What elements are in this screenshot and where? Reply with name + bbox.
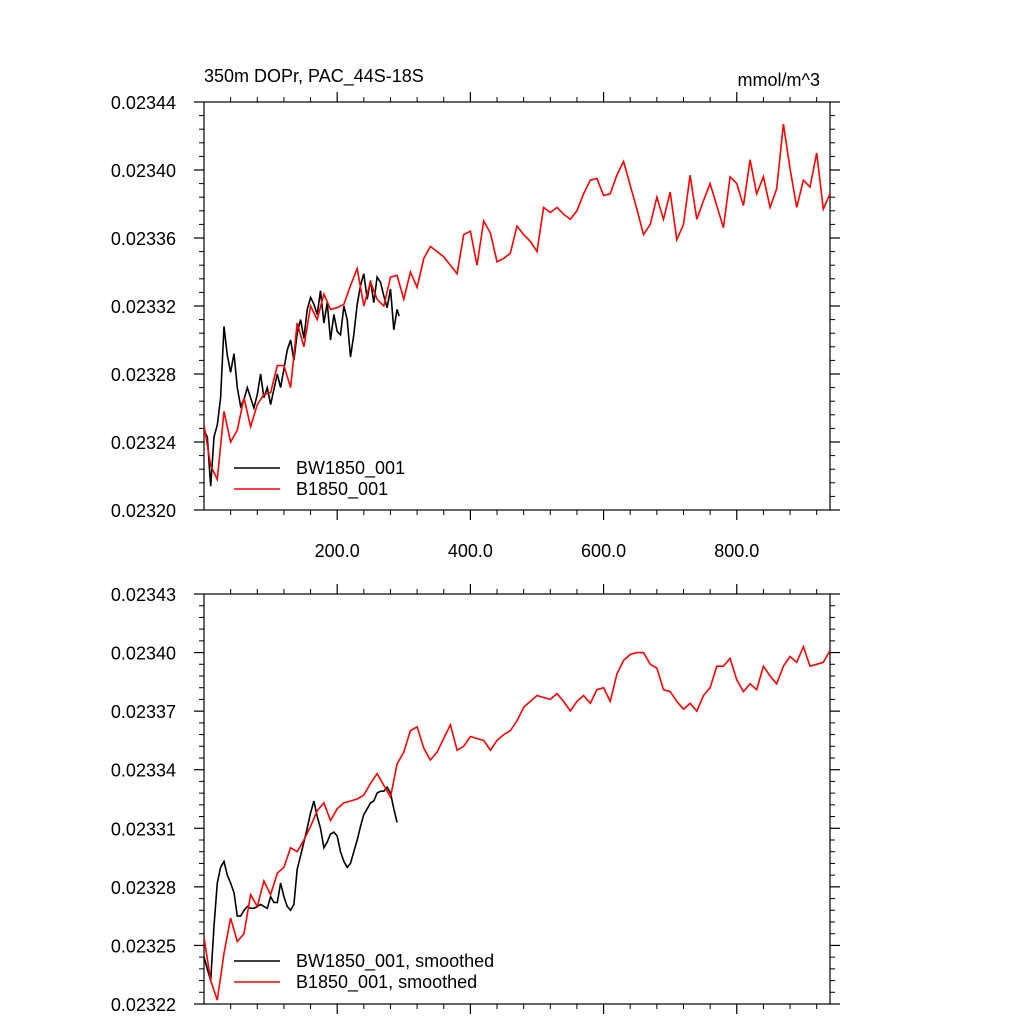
y-tick-label: 0.02340 bbox=[111, 161, 176, 181]
y-tick-label: 0.02340 bbox=[111, 644, 176, 664]
y-tick-label: 0.02334 bbox=[111, 761, 176, 781]
y-tick-label: 0.02320 bbox=[111, 501, 176, 521]
x-tick-label: 200.0 bbox=[315, 541, 360, 561]
y-tick-label: 0.02331 bbox=[111, 819, 176, 839]
y-tick-label: 0.02337 bbox=[111, 702, 176, 722]
plot-frame bbox=[203, 101, 831, 511]
series-line-b1850 bbox=[204, 123, 830, 483]
y-tick-label: 0.02343 bbox=[111, 585, 176, 605]
y-tick-label: 0.02336 bbox=[111, 229, 176, 249]
x-tick-label: 800.0 bbox=[714, 541, 759, 561]
y-tick-label: 0.02344 bbox=[111, 93, 176, 113]
y-tick-label: 0.02332 bbox=[111, 297, 176, 317]
legend-label: BW1850_001 bbox=[296, 458, 405, 479]
legend-label: BW1850_001, smoothed bbox=[296, 951, 494, 972]
chart-title: 350m DOPr, PAC_44S-18S bbox=[204, 66, 424, 87]
legend-label: B1850_001 bbox=[296, 479, 388, 500]
top-chart: 0.02320 0.02324 0.02328 0.02332 0.02336 0.023… bbox=[111, 66, 840, 561]
y-tick-label: 0.02324 bbox=[111, 433, 176, 453]
series-line-bw1850 bbox=[204, 273, 400, 487]
y-tick-label: 0.02328 bbox=[111, 365, 176, 385]
series-line-bw1850 bbox=[204, 785, 398, 981]
y-tick-label: 0.02328 bbox=[111, 878, 176, 898]
x-tick-label: 600.0 bbox=[581, 541, 626, 561]
bottom-chart: 0.02322 0.02325 0.02328 0.02331 0.02334 0.023… bbox=[111, 584, 840, 1015]
y-tick-label: 0.02325 bbox=[111, 936, 176, 956]
units-label: mmol/m^3 bbox=[738, 70, 820, 90]
series-line-b1850 bbox=[204, 644, 830, 1001]
plot-frame bbox=[203, 593, 831, 1005]
x-tick-label: 400.0 bbox=[448, 541, 493, 561]
y-tick-label: 0.02322 bbox=[111, 995, 176, 1015]
legend-label: B1850_001, smoothed bbox=[296, 972, 477, 993]
